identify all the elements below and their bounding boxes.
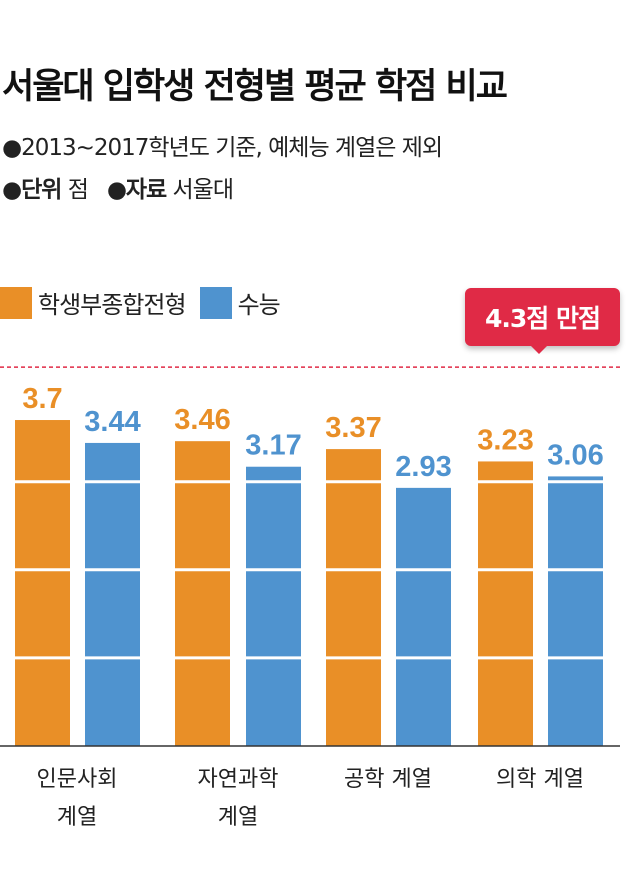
chart-title: 서울대 입학생 전형별 평균 학점 비교 <box>2 67 508 107</box>
category-label-2: 자연과학 <box>198 767 279 792</box>
category-label-4: 의학 계열 <box>496 767 584 792</box>
legend-swatch-series1 <box>0 286 32 319</box>
legend-label-series2: 수능 <box>237 291 281 319</box>
data-label-2-4: 3.06 <box>547 439 603 471</box>
max-score-badge: 4.3점 만점 <box>465 288 620 354</box>
category-label-2: 계열 <box>218 805 258 830</box>
legend-swatch-series2 <box>199 286 232 319</box>
unit-label: ●단위 <box>2 177 62 203</box>
bar-2-1 <box>85 442 140 746</box>
unit-value: 점 <box>67 177 89 203</box>
bar-2-4 <box>548 476 603 746</box>
bar-1-3 <box>326 449 381 746</box>
data-label-2-1: 3.44 <box>84 406 140 438</box>
data-label-1-1: 3.7 <box>22 383 62 415</box>
bar-2-2 <box>246 466 301 746</box>
data-label-1-3: 3.37 <box>325 412 381 444</box>
subtitle-meta: ●단위 점 ●자료 서울대 <box>2 170 234 204</box>
data-label-2-3: 2.93 <box>395 451 451 483</box>
subtitle-note: ●2013~2017학년도 기준, 예체능 계열은 제외 <box>2 135 443 161</box>
data-label-2-2: 3.17 <box>245 430 301 462</box>
category-label-3: 공학 계열 <box>344 767 432 792</box>
bar-1-1 <box>15 420 70 746</box>
bar-1-4 <box>478 461 533 746</box>
data-label-1-2: 3.46 <box>174 404 230 436</box>
category-label-1: 인문사회 <box>37 767 118 792</box>
bar-2-3 <box>396 487 451 746</box>
legend: 학생부종합전형 수능 <box>0 285 281 320</box>
source-value: 서울대 <box>172 177 234 203</box>
bar-1-2 <box>175 441 230 746</box>
category-label-1: 계열 <box>57 805 97 830</box>
data-label-1-4: 3.23 <box>477 424 533 456</box>
source-label: ●자료 <box>106 177 167 203</box>
legend-label-series1: 학생부종합전형 <box>38 291 187 319</box>
